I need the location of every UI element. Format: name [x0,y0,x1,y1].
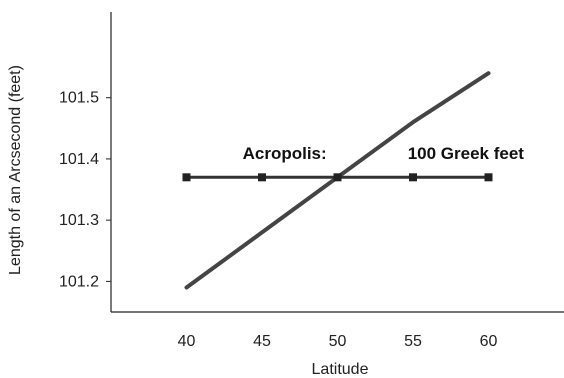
y-ticks: 101.2 101.3 101.4 101.5 [59,90,111,290]
x-ticks: 40 45 50 55 60 [178,333,498,350]
y-tick-label: 101.4 [59,151,99,168]
x-tick-label: 45 [253,333,271,350]
data-point-marker [182,173,191,182]
x-tick-label: 40 [178,333,196,350]
y-axis-title: Length of an Arcsecond (feet) [7,65,24,275]
chart-annotation: 100 Greek feet [408,144,525,163]
y-tick-label: 101.2 [59,273,99,290]
data-point-marker [333,173,342,182]
chart-annotation: Acropolis: [243,144,327,163]
data-point-marker [484,173,493,182]
annotations: Acropolis: 100 Greek feet [243,144,525,163]
x-tick-label: 50 [329,333,347,350]
x-tick-label: 60 [480,333,498,350]
y-tick-label: 101.3 [59,212,99,229]
series-group [182,71,493,290]
data-point-marker [258,173,266,182]
axes [110,12,564,313]
data-point-marker [409,173,417,182]
x-tick-label: 55 [404,333,422,350]
y-tick-label: 101.5 [59,90,99,107]
x-axis-title: Latitude [312,361,369,378]
